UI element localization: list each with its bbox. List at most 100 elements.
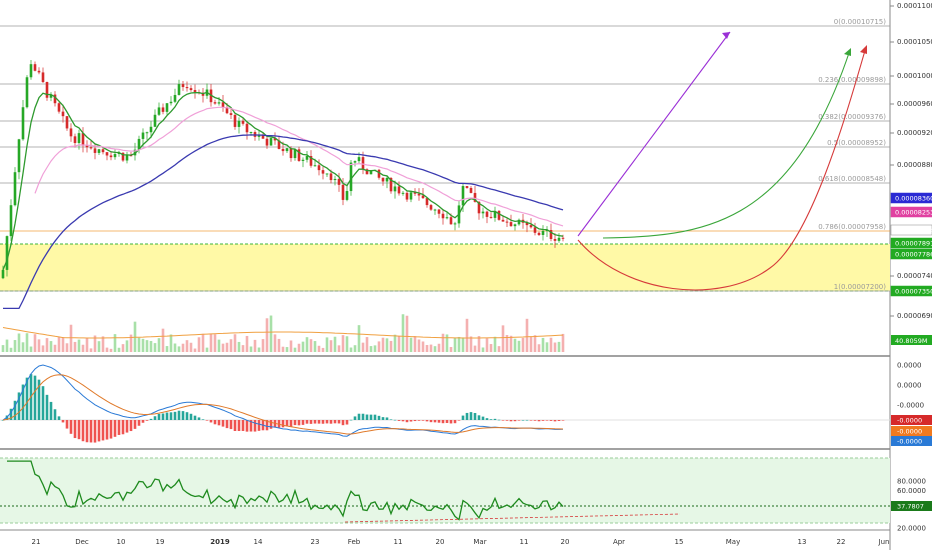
- volume-bar: [485, 338, 489, 352]
- candle-body: [497, 210, 501, 220]
- volume-bar: [249, 346, 253, 352]
- macd-histogram-bar: [53, 409, 57, 420]
- candle-body: [541, 230, 545, 235]
- candle-body: [173, 94, 177, 102]
- volume-bar: [453, 337, 457, 352]
- candle-body: [261, 135, 265, 139]
- price-badge: [890, 285, 932, 297]
- macd-histogram-bar: [177, 410, 181, 420]
- macd-histogram-bar: [153, 416, 157, 420]
- candle-body: [461, 186, 465, 206]
- volume-bar: [481, 347, 485, 352]
- macd-histogram-bar: [237, 420, 241, 432]
- macd-histogram-bar: [57, 416, 61, 420]
- candle-body: [17, 139, 21, 173]
- volume-bar: [337, 345, 341, 352]
- support-zone: [0, 244, 890, 291]
- macd-histogram-bar: [93, 420, 97, 443]
- volume-bar: [237, 341, 241, 352]
- macd-histogram-bar: [357, 413, 361, 420]
- volume-bar: [393, 334, 397, 352]
- volume-bar: [193, 348, 197, 352]
- time-axis-label: 20: [561, 538, 570, 546]
- macd-histogram-bar: [409, 420, 413, 422]
- candle-body: [41, 72, 45, 83]
- candle-body: [401, 192, 405, 194]
- candle-body: [389, 177, 393, 192]
- candle-body: [469, 187, 473, 193]
- volume-bar: [197, 337, 201, 352]
- macd-histogram-bar: [453, 420, 457, 424]
- macd-histogram-bar: [413, 420, 417, 422]
- candle-body: [257, 135, 261, 137]
- volume-bar: [25, 333, 29, 352]
- candle-body: [405, 192, 409, 200]
- volume-bar: [65, 343, 69, 352]
- volume-bar: [233, 334, 237, 352]
- candle-body: [85, 145, 89, 148]
- volume-bar: [537, 344, 541, 352]
- candle-body: [381, 177, 385, 182]
- volume-bar: [461, 337, 465, 352]
- ema-short-line: [2, 91, 564, 271]
- volume-bar: [529, 336, 533, 352]
- macd-histogram-bar: [517, 420, 521, 421]
- candle-body: [49, 94, 53, 98]
- projection-purple-arrowhead: [722, 32, 730, 39]
- macd-histogram-bar: [205, 420, 209, 421]
- rsi-badge-label: 37.7807: [897, 503, 924, 511]
- time-axis-label: 23: [311, 538, 320, 546]
- time-axis-label: 21: [32, 538, 41, 546]
- macd-histogram-bar: [241, 420, 245, 431]
- candle-body: [269, 138, 273, 146]
- candle-body: [385, 177, 389, 182]
- price-badge: [890, 206, 932, 218]
- candle-body: [117, 152, 121, 155]
- price-tick-label: 0.00009600: [897, 100, 932, 108]
- macd-histogram-bar: [537, 420, 541, 422]
- candle-body: [213, 102, 217, 104]
- candle-body: [229, 113, 233, 115]
- macd-histogram-bar: [421, 420, 425, 421]
- macd-histogram-bar: [157, 413, 161, 420]
- macd-histogram-bar: [553, 420, 557, 422]
- macd-histogram-bar: [337, 420, 341, 424]
- macd-histogram-bar: [317, 420, 321, 424]
- volume-bar: [517, 340, 521, 352]
- fib-level-label: 1(0.00007200): [834, 283, 886, 291]
- volume-bar: [69, 324, 73, 352]
- macd-histogram-bar: [297, 420, 301, 426]
- time-axis-label: 14: [254, 538, 263, 546]
- volume-bar: [173, 343, 177, 352]
- candle-body: [233, 114, 237, 127]
- volume-bar: [9, 347, 13, 352]
- time-axis-label: 13: [798, 538, 807, 546]
- rsi-band: [0, 458, 890, 523]
- candle-body: [81, 133, 85, 146]
- macd-axis: 0.0000 0.0000 -0.0000 -0.0000 -0.0000 -0.0000: [891, 362, 932, 446]
- volume-bar: [409, 337, 413, 352]
- macd-histogram-bar: [365, 414, 369, 420]
- macd-histogram-bar: [425, 420, 429, 422]
- volume-bar: [165, 346, 169, 352]
- price-tick-label: 0.00009200: [897, 129, 932, 137]
- macd-histogram-bar: [149, 418, 153, 420]
- candle-body: [449, 217, 453, 225]
- volume-bar: [93, 335, 97, 352]
- time-axis-label: Apr: [613, 538, 625, 546]
- candle-body: [225, 107, 229, 114]
- candle-body: [181, 84, 185, 88]
- candle-body: [409, 192, 413, 200]
- candle-body: [45, 82, 49, 98]
- volume-bar: [161, 328, 165, 352]
- volume-bar: [297, 343, 301, 352]
- volume-bar: [445, 334, 449, 352]
- time-axis-label: 22: [837, 538, 846, 546]
- candle-body: [149, 126, 153, 133]
- volume-bar: [185, 340, 189, 352]
- macd-histogram-bar: [285, 420, 289, 427]
- macd-histogram-bar: [545, 420, 549, 421]
- candle-body: [113, 154, 117, 158]
- volume-bar: [225, 342, 229, 352]
